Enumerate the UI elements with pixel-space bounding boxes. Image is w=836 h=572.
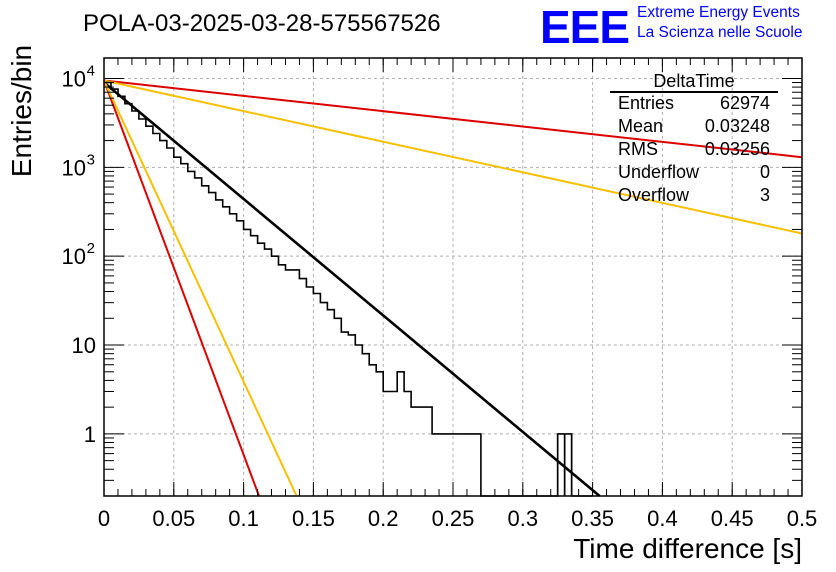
x-tick-label: 0.15 — [292, 506, 335, 531]
histogram-bin — [425, 407, 432, 496]
y-tick-label: 10 — [62, 244, 86, 269]
y-tick-exponent: 3 — [87, 151, 95, 168]
histogram-bin — [174, 157, 181, 496]
histogram-bin — [390, 391, 397, 496]
histogram-bin — [383, 391, 390, 496]
curve-gold-slow — [103, 79, 803, 235]
eee-logo: EEE — [540, 1, 630, 53]
histogram-bin — [432, 434, 439, 496]
histogram-bin — [341, 332, 348, 496]
histogram-bin — [327, 310, 334, 496]
x-tick-label: 0.25 — [432, 506, 475, 531]
y-tick-exponent: 4 — [87, 62, 95, 79]
stats-value: 0.03256 — [704, 139, 770, 159]
histogram-bin — [467, 434, 474, 496]
chart-title: POLA-03-2025-03-28-575567526 — [83, 10, 441, 37]
histogram-bin — [188, 171, 195, 496]
histogram-bin — [202, 186, 209, 496]
histogram-bin — [404, 391, 411, 496]
stats-row-mean: Mean 0.03248 — [618, 115, 770, 138]
x-tick-label: 0.3 — [508, 506, 539, 531]
tick-labels: 0 0.05 0.1 0.15 0.2 0.25 0.3 0.35 0.4 0.45 0.5 1 10 1… — [62, 62, 818, 531]
stats-label: Overflow — [618, 185, 690, 205]
histogram-bin — [418, 407, 425, 496]
stats-value: 62974 — [719, 93, 770, 113]
logo-line-2: La Scienza nelle Scuole — [637, 24, 803, 41]
y-axis-label: Entries/bin — [6, 44, 37, 178]
stats-value: 0.03248 — [704, 116, 770, 136]
histogram-bin — [292, 270, 299, 496]
stats-title: DeltaTime — [653, 71, 735, 91]
histogram-bin — [251, 236, 258, 496]
histogram-bin — [446, 434, 453, 496]
stats-label: Underflow — [618, 162, 700, 182]
histogram-bin — [565, 434, 572, 496]
stats-divider — [610, 91, 778, 93]
histogram-bin — [216, 200, 223, 496]
stats-row-overflow: Overflow 3 — [618, 184, 770, 207]
x-tick-label: 0.4 — [647, 506, 678, 531]
histogram-bin — [453, 434, 460, 496]
histogram-bin — [348, 335, 355, 496]
x-tick-label: 0.2 — [368, 506, 399, 531]
histogram-bin — [160, 141, 167, 496]
curves — [103, 79, 803, 497]
stats-value: 0 — [759, 162, 770, 182]
curve-red-fast — [103, 80, 260, 497]
grid — [104, 58, 802, 496]
stats-row-entries: Entries 62974 — [618, 92, 770, 115]
stats-row-underflow: Underflow 0 — [618, 161, 770, 184]
histogram-outline — [104, 81, 593, 497]
curve-gold-fast — [103, 80, 298, 497]
x-tick-label: 0.35 — [571, 506, 614, 531]
histogram-bin — [411, 407, 418, 496]
stats-box: DeltaTime Entries 62974 Mean 0.03248 RMS… — [610, 70, 778, 205]
histogram-bin — [265, 249, 272, 496]
histogram-bin — [285, 270, 292, 496]
histogram-bin — [355, 345, 362, 496]
x-axis-label: Time difference [s] — [573, 533, 802, 564]
histogram-bin — [111, 89, 118, 496]
histogram-bin — [362, 354, 369, 496]
x-tick-label: 0 — [98, 506, 110, 531]
stats-row-rms: RMS 0.03256 — [618, 138, 770, 161]
histogram-bin — [474, 434, 481, 496]
y-tick-label: 1 — [84, 422, 96, 447]
histogram-bin — [118, 96, 125, 496]
histogram-bin — [299, 279, 306, 496]
y-tick-label: 10 — [62, 66, 86, 91]
histogram-bin — [439, 434, 446, 496]
histogram-bin — [306, 287, 313, 496]
histogram-bin — [320, 303, 327, 496]
curve-fit — [103, 81, 601, 497]
y-tick-exponent: 2 — [87, 240, 95, 257]
x-tick-label: 0.05 — [152, 506, 195, 531]
histogram-bin — [125, 104, 132, 496]
logo-line-1: Extreme Energy Events — [637, 4, 800, 21]
stats-label: Mean — [618, 116, 664, 136]
histogram-bin — [181, 164, 188, 496]
histogram-bin — [313, 294, 320, 496]
curve-red-slow — [103, 79, 803, 159]
axis-ticks — [103, 58, 803, 497]
stats-label: RMS — [618, 139, 658, 159]
histogram-bin — [369, 365, 376, 496]
histogram-bin — [460, 434, 467, 496]
logo-caption: Extreme Energy Events La Scienza nelle S… — [637, 3, 802, 43]
histogram-bin — [258, 243, 265, 496]
histogram-bin — [272, 256, 279, 496]
y-tick-label: 10 — [62, 155, 86, 180]
y-tick-label: 10 — [72, 333, 96, 358]
histogram — [104, 81, 593, 497]
histogram-bin — [209, 193, 216, 496]
histogram-bin — [167, 148, 174, 496]
x-tick-label: 0.5 — [787, 506, 818, 531]
x-tick-label: 0.1 — [228, 506, 259, 531]
x-tick-label: 0.45 — [711, 506, 754, 531]
stats-value: 3 — [759, 185, 770, 205]
stats-label: Entries — [618, 93, 675, 113]
